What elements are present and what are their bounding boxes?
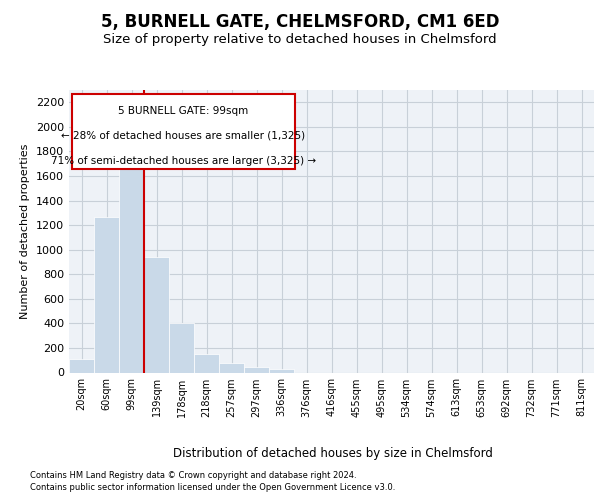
- Bar: [269, 370, 294, 372]
- Text: 71% of semi-detached houses are larger (3,325) →: 71% of semi-detached houses are larger (…: [50, 156, 316, 166]
- Y-axis label: Number of detached properties: Number of detached properties: [20, 144, 31, 319]
- Text: Size of property relative to detached houses in Chelmsford: Size of property relative to detached ho…: [103, 32, 497, 46]
- Bar: [94, 217, 119, 372]
- Bar: [244, 368, 269, 372]
- Text: Contains HM Land Registry data © Crown copyright and database right 2024.: Contains HM Land Registry data © Crown c…: [30, 471, 356, 480]
- Bar: [144, 257, 169, 372]
- Text: ← 28% of detached houses are smaller (1,325): ← 28% of detached houses are smaller (1,…: [61, 131, 305, 141]
- Text: 5 BURNELL GATE: 99sqm: 5 BURNELL GATE: 99sqm: [118, 106, 248, 116]
- Bar: [194, 354, 219, 372]
- FancyBboxPatch shape: [71, 94, 295, 169]
- Text: Contains public sector information licensed under the Open Government Licence v3: Contains public sector information licen…: [30, 484, 395, 492]
- Bar: [69, 359, 94, 372]
- Bar: [169, 323, 194, 372]
- Bar: [219, 364, 244, 372]
- Bar: [119, 160, 144, 372]
- Text: 5, BURNELL GATE, CHELMSFORD, CM1 6ED: 5, BURNELL GATE, CHELMSFORD, CM1 6ED: [101, 12, 499, 30]
- Text: Distribution of detached houses by size in Chelmsford: Distribution of detached houses by size …: [173, 448, 493, 460]
